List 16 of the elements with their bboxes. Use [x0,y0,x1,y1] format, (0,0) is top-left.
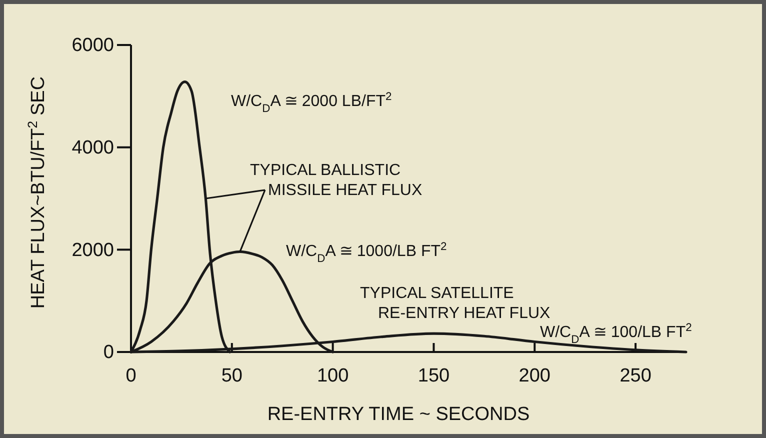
x-tick-label: 200 [518,365,550,386]
y-tick-label: 4000 [72,137,114,158]
x-tick-label: 150 [418,365,450,386]
y-tick-label: 2000 [72,240,114,261]
x-tick-label: 0 [126,365,136,386]
annotation: TYPICAL SATELLITE RE-ENTRY HEAT FLUX [360,285,551,322]
annotation: TYPICAL BALLISTIC MISSILE HEAT FLUX [250,162,422,199]
annotation: W/C$_{D}$A ≅ 1000/LB FT$^{2}$ [286,241,447,265]
x-tick-label: 50 [221,365,242,386]
x-tick-label: 100 [316,365,349,386]
x-tick-label: 250 [620,365,652,386]
annotation: W/C$_{D}$A ≅ 2000 LB/FT$^{2}$ [231,91,392,115]
annotation: W/C$_{D}$A ≅ 100/LB FT$^{2}$ [540,322,692,346]
y-tick-label: 6000 [72,35,114,56]
x-axis-title: RE-ENTRY TIME ~ SECONDS [267,404,530,425]
y-tick-label: 0 [103,342,114,364]
